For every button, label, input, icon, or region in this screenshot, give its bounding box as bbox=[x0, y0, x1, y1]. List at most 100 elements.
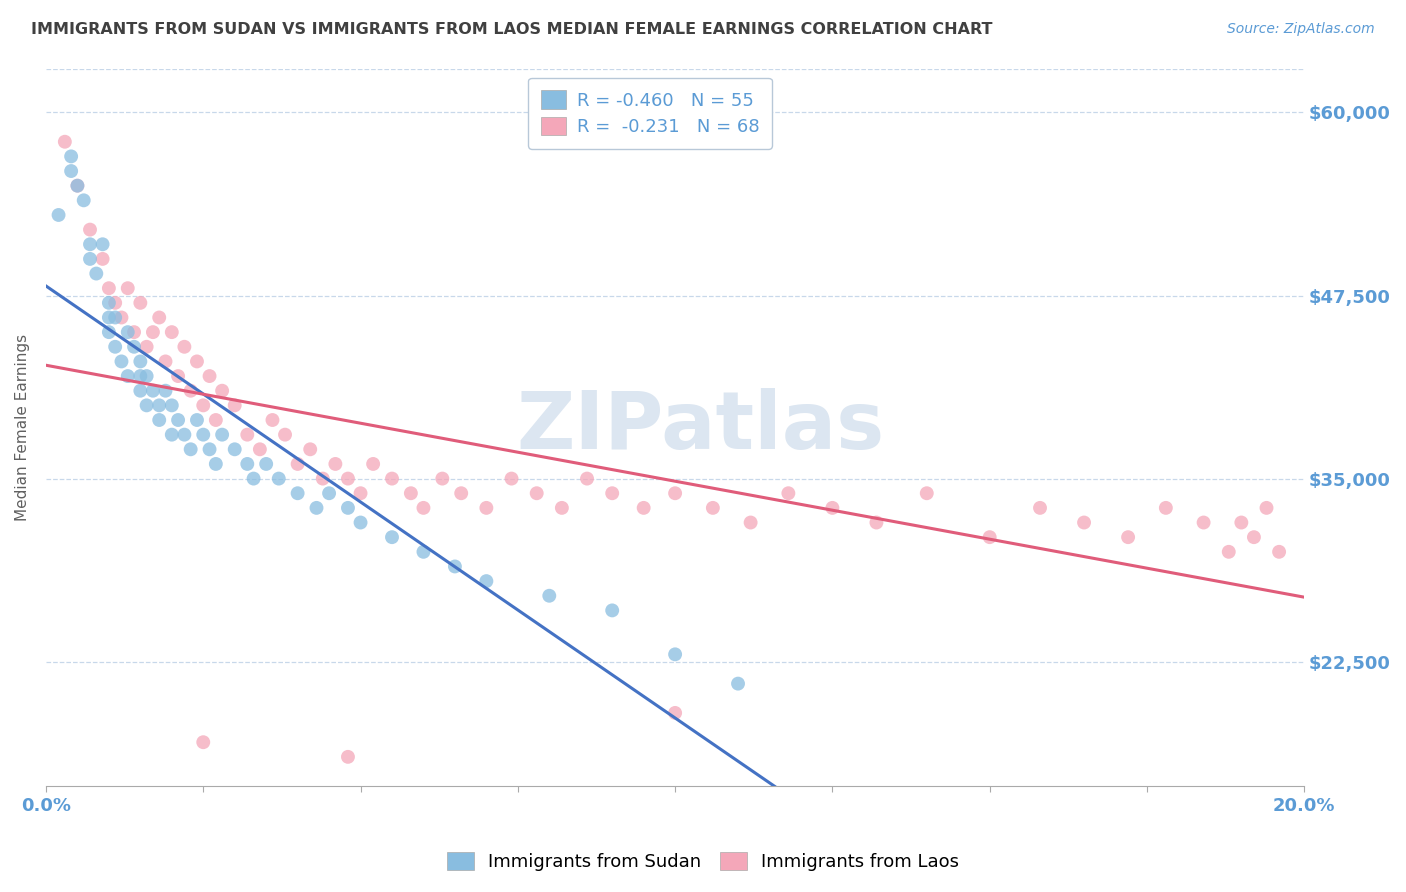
Point bbox=[122, 325, 145, 339]
Point bbox=[865, 516, 887, 530]
Point bbox=[60, 149, 83, 163]
Point bbox=[664, 706, 686, 720]
Point bbox=[412, 545, 434, 559]
Text: ZIPatlas: ZIPatlas bbox=[516, 388, 884, 467]
Point bbox=[336, 749, 359, 764]
Point bbox=[148, 398, 170, 412]
Point bbox=[193, 427, 215, 442]
Point bbox=[84, 267, 107, 281]
Point bbox=[600, 486, 623, 500]
Point bbox=[148, 413, 170, 427]
Point bbox=[97, 281, 120, 295]
Legend: R = -0.460   N = 55, R =  -0.231   N = 68: R = -0.460 N = 55, R = -0.231 N = 68 bbox=[527, 78, 772, 149]
Point bbox=[60, 164, 83, 178]
Point bbox=[305, 500, 328, 515]
Point bbox=[254, 457, 277, 471]
Point bbox=[287, 457, 309, 471]
Point bbox=[186, 354, 208, 368]
Point bbox=[48, 208, 70, 222]
Point bbox=[148, 310, 170, 325]
Point bbox=[1192, 516, 1215, 530]
Point bbox=[155, 384, 177, 398]
Point bbox=[249, 442, 271, 457]
Point bbox=[142, 384, 165, 398]
Point bbox=[1218, 545, 1240, 559]
Point bbox=[236, 427, 259, 442]
Point bbox=[381, 472, 404, 486]
Point bbox=[160, 427, 183, 442]
Point bbox=[97, 296, 120, 310]
Point bbox=[381, 530, 404, 544]
Point bbox=[242, 472, 264, 486]
Point bbox=[173, 427, 195, 442]
Point bbox=[97, 310, 120, 325]
Point bbox=[979, 530, 1001, 544]
Point bbox=[173, 340, 195, 354]
Point bbox=[1116, 530, 1139, 544]
Point bbox=[180, 384, 202, 398]
Point bbox=[399, 486, 422, 500]
Point bbox=[1256, 500, 1278, 515]
Point bbox=[475, 574, 498, 588]
Point bbox=[664, 648, 686, 662]
Point bbox=[129, 296, 152, 310]
Point bbox=[262, 413, 284, 427]
Point bbox=[129, 354, 152, 368]
Point bbox=[600, 603, 623, 617]
Point bbox=[576, 472, 599, 486]
Point bbox=[198, 442, 221, 457]
Point bbox=[702, 500, 724, 515]
Point bbox=[198, 369, 221, 384]
Point bbox=[142, 325, 165, 339]
Point bbox=[1073, 516, 1095, 530]
Point bbox=[412, 500, 434, 515]
Point bbox=[160, 325, 183, 339]
Point bbox=[117, 325, 139, 339]
Point bbox=[1268, 545, 1291, 559]
Point bbox=[501, 472, 523, 486]
Point bbox=[122, 340, 145, 354]
Point bbox=[274, 427, 297, 442]
Point bbox=[91, 252, 114, 266]
Point bbox=[361, 457, 384, 471]
Text: IMMIGRANTS FROM SUDAN VS IMMIGRANTS FROM LAOS MEDIAN FEMALE EARNINGS CORRELATION: IMMIGRANTS FROM SUDAN VS IMMIGRANTS FROM… bbox=[31, 22, 993, 37]
Point bbox=[267, 472, 290, 486]
Point bbox=[135, 398, 157, 412]
Point bbox=[79, 237, 101, 252]
Point bbox=[79, 222, 101, 236]
Point bbox=[349, 486, 371, 500]
Point bbox=[740, 516, 762, 530]
Point bbox=[66, 178, 89, 193]
Point bbox=[79, 252, 101, 266]
Text: Source: ZipAtlas.com: Source: ZipAtlas.com bbox=[1227, 22, 1375, 37]
Point bbox=[160, 398, 183, 412]
Point bbox=[104, 340, 127, 354]
Point bbox=[155, 354, 177, 368]
Point bbox=[104, 296, 127, 310]
Point bbox=[211, 427, 233, 442]
Point bbox=[205, 413, 228, 427]
Point bbox=[1154, 500, 1177, 515]
Point bbox=[97, 325, 120, 339]
Point bbox=[915, 486, 938, 500]
Point bbox=[167, 369, 190, 384]
Point bbox=[1029, 500, 1052, 515]
Point bbox=[664, 486, 686, 500]
Point bbox=[538, 589, 561, 603]
Point bbox=[135, 340, 157, 354]
Point bbox=[299, 442, 322, 457]
Point bbox=[135, 369, 157, 384]
Point bbox=[104, 310, 127, 325]
Point bbox=[224, 442, 246, 457]
Point bbox=[117, 281, 139, 295]
Point bbox=[236, 457, 259, 471]
Point bbox=[444, 559, 467, 574]
Point bbox=[167, 413, 190, 427]
Point bbox=[73, 194, 96, 208]
Point bbox=[450, 486, 472, 500]
Point bbox=[312, 472, 335, 486]
Y-axis label: Median Female Earnings: Median Female Earnings bbox=[15, 334, 30, 521]
Point bbox=[318, 486, 340, 500]
Point bbox=[193, 735, 215, 749]
Point bbox=[205, 457, 228, 471]
